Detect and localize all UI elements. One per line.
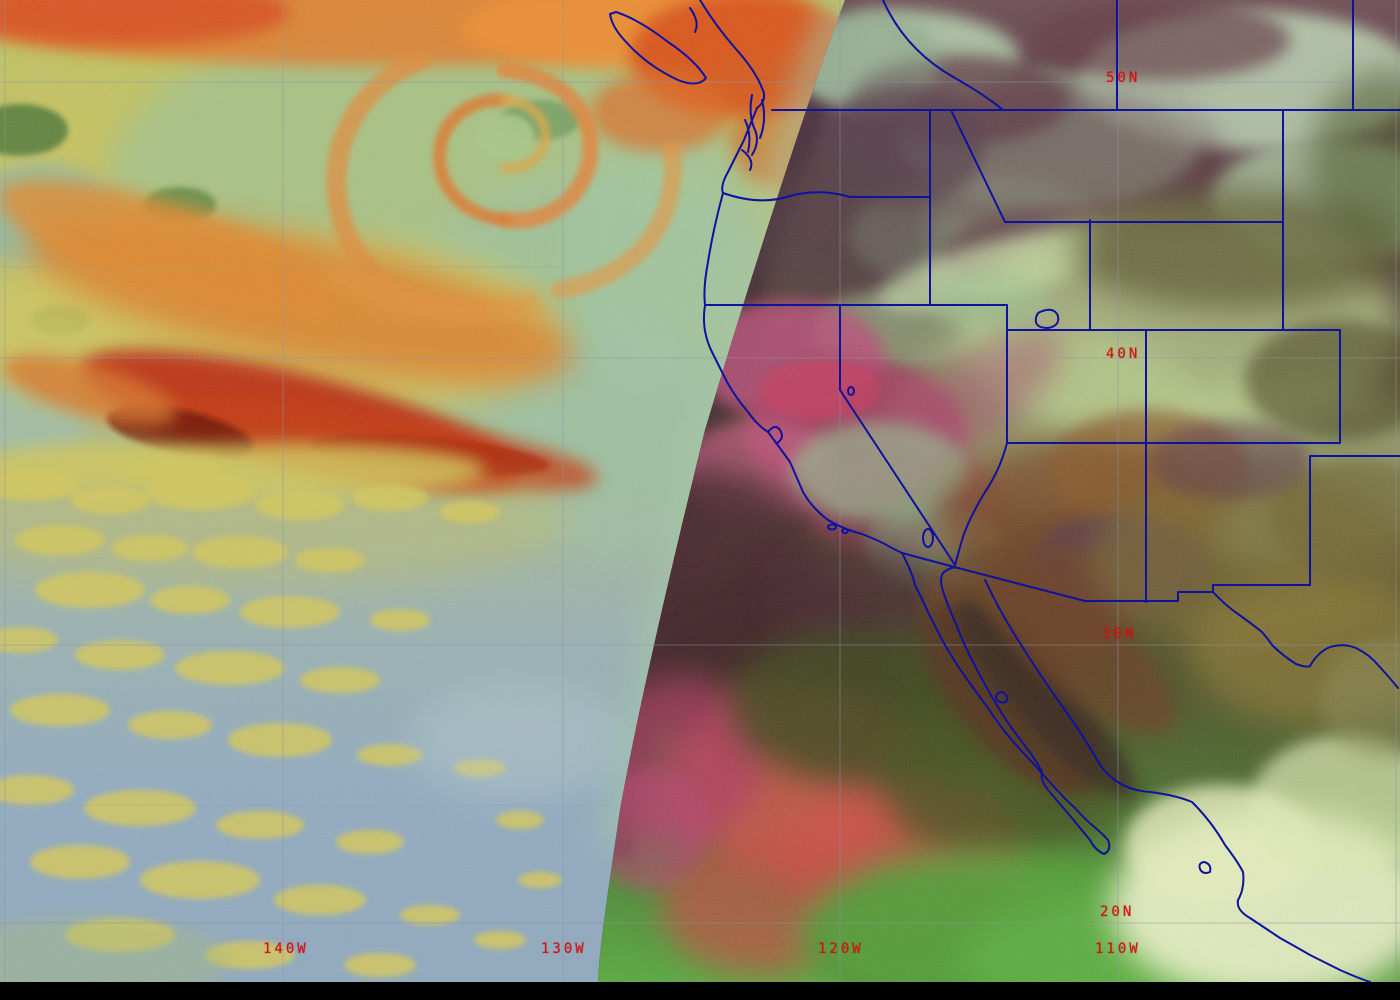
pacific-coastline <box>702 107 903 554</box>
status-bar: GOES-18 RGBDAY:R=C2 G=C7-14 B=C14 NIGHT:… <box>0 982 1400 1000</box>
political-boundaries <box>609 0 1400 982</box>
wa-or-border <box>722 191 931 202</box>
vancouver-island <box>609 11 707 85</box>
rio-grande <box>1212 584 1399 689</box>
ca-nv-border <box>839 304 956 566</box>
isla-tiburon <box>1198 861 1212 874</box>
salton-sea <box>922 528 934 548</box>
grid-label-120w: 120W <box>818 941 864 957</box>
grid-label-20n: 20N <box>1100 904 1135 920</box>
grid-label-140w: 140W <box>263 941 309 957</box>
grid-label-30n: 30N <box>1102 626 1137 642</box>
great-salt-lake <box>1034 308 1060 329</box>
mexico-coastline <box>984 579 1371 982</box>
grid-label-130w: 130W <box>541 941 587 957</box>
colorado-river <box>954 442 1008 566</box>
grid-label-50n: 50N <box>1106 70 1141 86</box>
us-mexico-border <box>901 552 1147 602</box>
grid-label-110w: 110W <box>1095 941 1141 957</box>
baja-california <box>901 552 1111 855</box>
grid-label-40n: 40N <box>1106 346 1141 362</box>
